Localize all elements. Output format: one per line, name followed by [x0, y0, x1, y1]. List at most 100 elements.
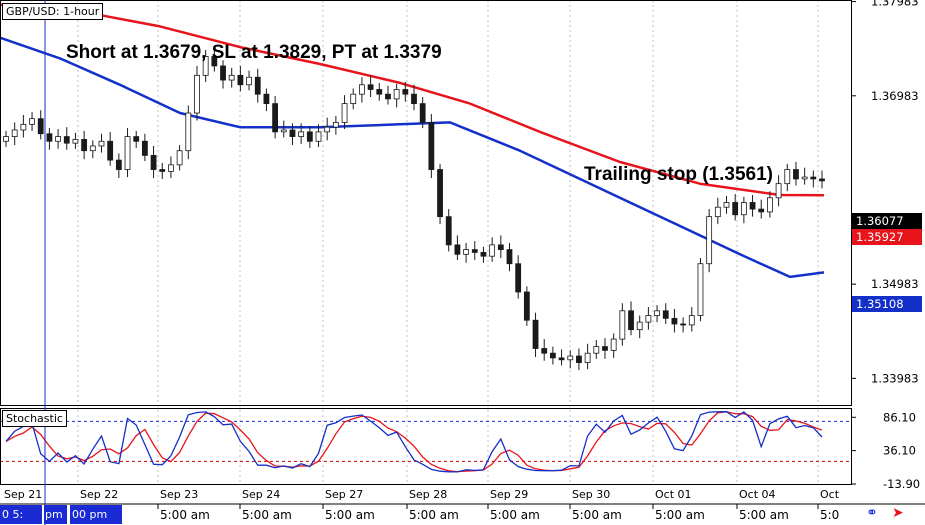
candle-body	[541, 348, 548, 354]
candle-body	[749, 202, 756, 210]
candle-body	[767, 197, 773, 213]
candle-body	[775, 183, 782, 199]
candle-body	[107, 140, 114, 161]
candle-body	[497, 244, 504, 250]
stochastic-lines	[5, 411, 823, 473]
candle-body	[619, 310, 626, 340]
candle-body	[819, 178, 825, 182]
candle-body	[576, 355, 582, 364]
cursor-date-tag: 0 5:	[0, 505, 42, 524]
price-panel-frame	[0, 0, 852, 406]
red-moving-average	[0, 3, 825, 197]
candle-body	[376, 89, 383, 95]
time-label: 5:00 am	[160, 508, 210, 522]
candle-body	[133, 136, 140, 142]
blue-moving-average	[0, 36, 825, 279]
chart-title: GBP/USD: 1-hour	[2, 3, 104, 20]
candle-body	[558, 357, 565, 361]
candle-body	[141, 140, 148, 156]
candle-body	[549, 352, 556, 359]
candle-body	[402, 89, 409, 95]
time-label: 5:00 am	[409, 508, 459, 522]
time-label: 5:00 am	[655, 508, 705, 522]
candle-body	[150, 155, 157, 170]
date-label: Oct 04	[739, 488, 776, 501]
candle-body	[228, 74, 235, 81]
candle-body	[515, 263, 522, 293]
candle-body	[315, 131, 322, 142]
date-label: Sep 24	[242, 488, 280, 501]
cursor-time-tag-a: pm	[44, 505, 67, 524]
stoch-tick-label: 36.10	[883, 444, 916, 458]
candle-body	[115, 159, 122, 170]
candle-body	[480, 252, 487, 257]
candle-body	[332, 122, 339, 128]
date-label: Sep 29	[490, 488, 528, 501]
candle-body	[11, 129, 18, 137]
candle-body	[254, 76, 261, 95]
oscillator-title: Stochastic	[2, 410, 67, 427]
candle-body	[654, 310, 660, 316]
candle-body	[89, 145, 96, 152]
candle-body	[532, 319, 539, 349]
date-label: Sep 21	[4, 488, 42, 501]
candle-body	[489, 244, 496, 257]
candle-body	[359, 84, 365, 95]
candle-body	[202, 56, 209, 76]
stoch-signal-line	[5, 411, 823, 473]
candle-body	[463, 249, 469, 255]
cursor-time-tag-b: 00 pm	[70, 505, 122, 524]
candle-body	[428, 122, 435, 170]
candle-body	[272, 103, 279, 133]
candle-body	[306, 131, 313, 142]
red-ma-price-tag: 1.35927	[852, 229, 922, 245]
time-label: 5:0	[820, 508, 839, 522]
candle-body	[220, 65, 226, 81]
candle-body	[714, 206, 721, 218]
candle-body	[671, 317, 678, 325]
candle-body	[419, 103, 426, 123]
date-label: Sep 28	[409, 488, 447, 501]
time-label: 5:00 am	[490, 508, 540, 522]
candle-body	[63, 136, 70, 144]
candle-body	[176, 150, 183, 166]
candle-body	[602, 346, 608, 351]
candle-body	[593, 346, 600, 354]
y-tick-label: 1.33983	[871, 371, 919, 385]
arrow-icon[interactable]: ➤	[892, 505, 904, 521]
date-label: Sep 23	[160, 488, 198, 501]
candle-body	[688, 315, 695, 326]
trailing-stop-annotation: Trailing stop (1.3561)	[584, 164, 773, 185]
candle-body	[723, 202, 730, 208]
date-label: Sep 30	[572, 488, 610, 501]
candle-body	[341, 103, 348, 123]
date-label: Oct 01	[655, 488, 692, 501]
time-label: 5:00 am	[242, 508, 292, 522]
candle-body	[810, 176, 817, 180]
stoch-main-line	[5, 411, 823, 473]
candle-body	[263, 93, 270, 105]
candle-body	[298, 131, 305, 137]
stoch-tick-label: -13.90	[883, 477, 920, 491]
link-icon[interactable]: ⚭	[866, 505, 878, 521]
candle-body	[185, 112, 192, 152]
candle-body	[159, 169, 166, 172]
candle-body	[471, 249, 478, 253]
candle-body	[46, 133, 53, 142]
y-tick-label: 1.34983	[871, 277, 919, 291]
candle-body	[454, 244, 461, 255]
candle-body	[506, 249, 513, 265]
candle-body	[289, 129, 296, 137]
moving-averages	[0, 3, 825, 279]
oscillator-panel-frame	[0, 408, 852, 485]
candle-body	[793, 169, 799, 180]
candle-body	[437, 169, 443, 218]
candle-body	[662, 310, 669, 319]
candle-body	[72, 138, 79, 144]
candle-body	[20, 123, 27, 131]
candle-body	[385, 93, 391, 100]
candle-body	[645, 315, 652, 323]
candle-body	[194, 74, 200, 114]
candle-body	[324, 126, 331, 133]
